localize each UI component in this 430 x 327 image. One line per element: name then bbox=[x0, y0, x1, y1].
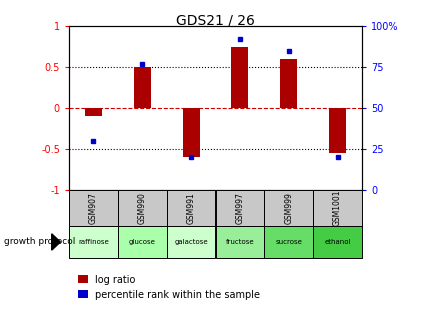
Bar bbox=[264, 190, 313, 226]
Text: ethanol: ethanol bbox=[324, 239, 350, 245]
Bar bbox=[313, 190, 361, 226]
Text: sucrose: sucrose bbox=[275, 239, 301, 245]
Bar bbox=[69, 190, 117, 226]
Bar bbox=[133, 67, 150, 108]
Bar bbox=[166, 226, 215, 258]
Text: raffinose: raffinose bbox=[78, 239, 108, 245]
Bar bbox=[215, 226, 264, 258]
Text: GSM991: GSM991 bbox=[186, 192, 195, 224]
Text: GSM999: GSM999 bbox=[284, 192, 292, 224]
Bar bbox=[329, 108, 345, 153]
Polygon shape bbox=[52, 234, 60, 250]
Text: percentile rank within the sample: percentile rank within the sample bbox=[95, 290, 259, 300]
Text: GSM997: GSM997 bbox=[235, 192, 244, 224]
Text: GSM1001: GSM1001 bbox=[332, 189, 341, 226]
Text: GSM990: GSM990 bbox=[138, 192, 146, 224]
Bar bbox=[166, 190, 215, 226]
Bar bbox=[77, 290, 88, 298]
Bar bbox=[264, 226, 313, 258]
Bar bbox=[215, 190, 264, 226]
Text: galactose: galactose bbox=[174, 239, 207, 245]
Text: GDS21 / 26: GDS21 / 26 bbox=[175, 13, 255, 27]
Bar bbox=[69, 226, 117, 258]
Bar bbox=[117, 190, 166, 226]
Bar bbox=[280, 59, 297, 108]
Text: growth protocol: growth protocol bbox=[4, 237, 76, 247]
Bar bbox=[231, 47, 248, 108]
Bar bbox=[77, 275, 88, 283]
Bar bbox=[85, 108, 102, 116]
Text: GSM907: GSM907 bbox=[89, 192, 98, 224]
Text: glucose: glucose bbox=[129, 239, 155, 245]
Text: fructose: fructose bbox=[225, 239, 254, 245]
Text: log ratio: log ratio bbox=[95, 275, 135, 285]
Bar bbox=[117, 226, 166, 258]
Bar bbox=[313, 226, 361, 258]
Bar bbox=[182, 108, 199, 157]
